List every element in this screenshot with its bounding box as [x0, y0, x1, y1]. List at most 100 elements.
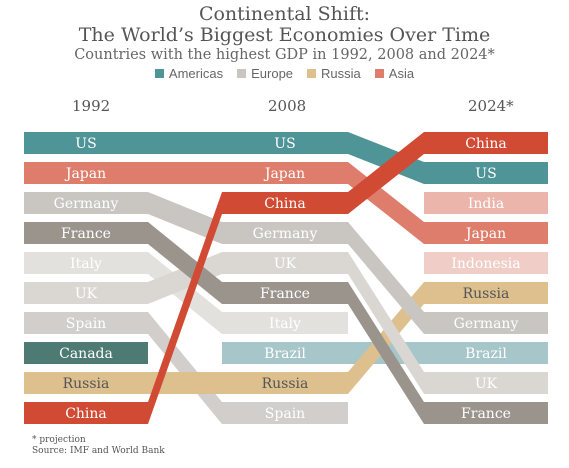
legend-item-europe: Europe: [237, 66, 293, 81]
legend-item-asia: Asia: [374, 66, 415, 81]
legend-label-asia: Asia: [388, 66, 415, 81]
connector-china-1: [348, 132, 424, 214]
connector-china-0: [148, 192, 222, 424]
label-japan-2: Japan: [464, 226, 506, 242]
connector-japan-0: [148, 162, 222, 184]
box-germany-1: [222, 222, 348, 244]
footnote: * projection: [32, 435, 86, 445]
series-italy: Italy Italy: [24, 252, 348, 334]
series-spain: Spain Spain: [24, 312, 348, 424]
connector-spain-0: [148, 312, 222, 424]
series-us: US US US: [24, 132, 548, 184]
box-france-2: [424, 402, 548, 424]
connector-france-0: [148, 222, 222, 304]
label-russia-1: Russia: [262, 376, 309, 392]
box-brazil-2: [424, 342, 548, 364]
box-japan-2: [424, 222, 548, 244]
box-france-1: [222, 282, 348, 304]
label-france-0: France: [61, 226, 111, 242]
label-china-1: China: [264, 196, 306, 212]
label-russia-2: Russia: [463, 286, 510, 302]
box-germany-2: [424, 312, 548, 334]
connector-france-1: [348, 282, 424, 424]
legend: Americas Europe Russia Asia: [0, 66, 569, 81]
legend-label-europe: Europe: [251, 66, 294, 81]
column-header-2024: 2024*: [468, 97, 514, 115]
box-us-0: [24, 132, 148, 154]
connector-us-1: [348, 132, 424, 184]
box-germany-0: [24, 192, 148, 214]
label-russia-0: Russia: [63, 376, 110, 392]
box-japan-0: [24, 162, 148, 184]
label-uk-2: UK: [475, 376, 498, 392]
box-brazil-1: [222, 342, 348, 364]
label-germany-1: Germany: [253, 226, 318, 242]
chart-subtitle: Countries with the highest GDP in 1992, …: [74, 47, 495, 63]
legend-label-russia: Russia: [321, 66, 361, 81]
label-italy-1: Italy: [269, 316, 301, 332]
connector-germany-1: [348, 222, 424, 334]
legend-item-russia: Russia: [307, 66, 361, 81]
label-spain-1: Spain: [265, 406, 305, 422]
label-uk-1: UK: [274, 256, 297, 272]
box-italy-0: [24, 252, 148, 274]
column-header-1992: 1992: [72, 97, 111, 115]
box-indonesia-2: [424, 252, 548, 274]
connector-russia-0: [148, 372, 222, 394]
label-italy-0: Italy: [70, 256, 102, 272]
column-header-2008: 2008: [268, 97, 307, 115]
label-us-0: US: [75, 136, 96, 152]
label-france-2: France: [461, 406, 511, 422]
connector-italy-0: [148, 252, 222, 334]
box-uk-1: [222, 252, 348, 274]
legend-swatch-americas: [154, 69, 164, 78]
box-uk-2: [424, 372, 548, 394]
series-canada: Canada: [24, 342, 148, 364]
label-japan-0: Japan: [64, 166, 106, 182]
label-us-2: US: [475, 166, 496, 182]
box-india-2: [424, 192, 548, 214]
box-italy-1: [222, 312, 348, 334]
box-us-2: [424, 162, 548, 184]
connector-germany-0: [148, 192, 222, 244]
box-uk-0: [24, 282, 148, 304]
label-china-0: China: [65, 406, 107, 422]
box-russia-1: [222, 372, 348, 394]
legend-swatch-russia: [307, 69, 317, 78]
series-germany: Germany Germany Germany: [24, 192, 548, 334]
label-indonesia-2: Indonesia: [451, 256, 520, 272]
connector-uk-1: [348, 252, 424, 394]
label-china-2: China: [465, 136, 507, 152]
label-canada-0: Canada: [59, 346, 113, 362]
box-russia-2: [424, 282, 548, 304]
label-japan-1: Japan: [263, 166, 305, 182]
legend-swatch-europe: [237, 69, 247, 78]
connector-us-0: [148, 132, 222, 154]
box-china-0: [24, 402, 148, 424]
box-us-1: [222, 132, 348, 154]
box-china-1: [222, 192, 348, 214]
series-indonesia: Indonesia: [424, 252, 548, 274]
label-india-2: India: [468, 196, 504, 212]
label-brazil-1: Brazil: [264, 346, 306, 362]
label-uk-0: UK: [75, 286, 98, 302]
legend-item-americas: Americas: [154, 66, 224, 81]
box-russia-0: [24, 372, 148, 394]
series-china: China China China: [24, 132, 548, 424]
box-japan-1: [222, 162, 348, 184]
label-germany-0: Germany: [54, 196, 119, 212]
label-germany-2: Germany: [454, 316, 519, 332]
source-note: Source: IMF and World Bank: [32, 446, 165, 456]
chart-title-line2: The World’s Biggest Economies Over Time: [78, 24, 491, 46]
label-brazil-2: Brazil: [465, 346, 507, 362]
box-canada-0: [24, 342, 148, 364]
chart-title-line1: Continental Shift:: [198, 3, 371, 25]
box-france-0: [24, 222, 148, 244]
box-spain-1: [222, 402, 348, 424]
legend-swatch-asia: [374, 69, 384, 78]
series-india: India: [424, 192, 548, 214]
label-us-1: US: [274, 136, 295, 152]
legend-label-americas: Americas: [168, 66, 224, 81]
label-france-1: France: [260, 286, 310, 302]
